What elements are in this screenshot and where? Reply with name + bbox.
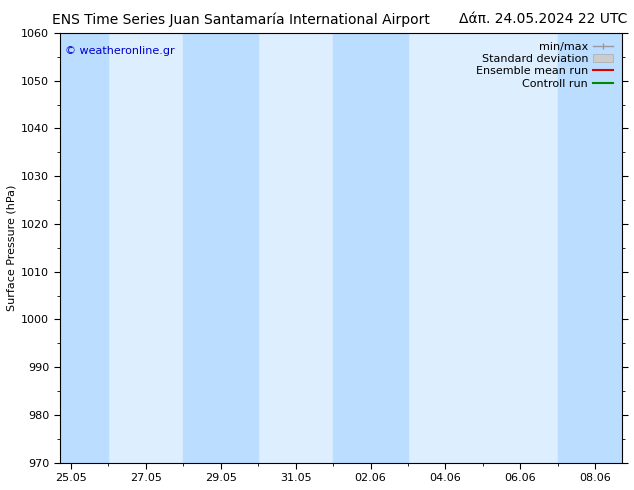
Bar <box>558 33 621 463</box>
Bar <box>183 33 258 463</box>
Text: ENS Time Series Juan Santamaría International Airport: ENS Time Series Juan Santamaría Internat… <box>52 12 430 27</box>
Text: © weatheronline.gr: © weatheronline.gr <box>65 46 175 56</box>
Bar <box>333 33 408 463</box>
Legend: min/max, Standard deviation, Ensemble mean run, Controll run: min/max, Standard deviation, Ensemble me… <box>472 39 616 92</box>
Text: Δάπ. 24.05.2024 22 UTC: Δάπ. 24.05.2024 22 UTC <box>459 12 628 26</box>
Y-axis label: Surface Pressure (hPa): Surface Pressure (hPa) <box>7 185 17 311</box>
Bar <box>60 33 108 463</box>
